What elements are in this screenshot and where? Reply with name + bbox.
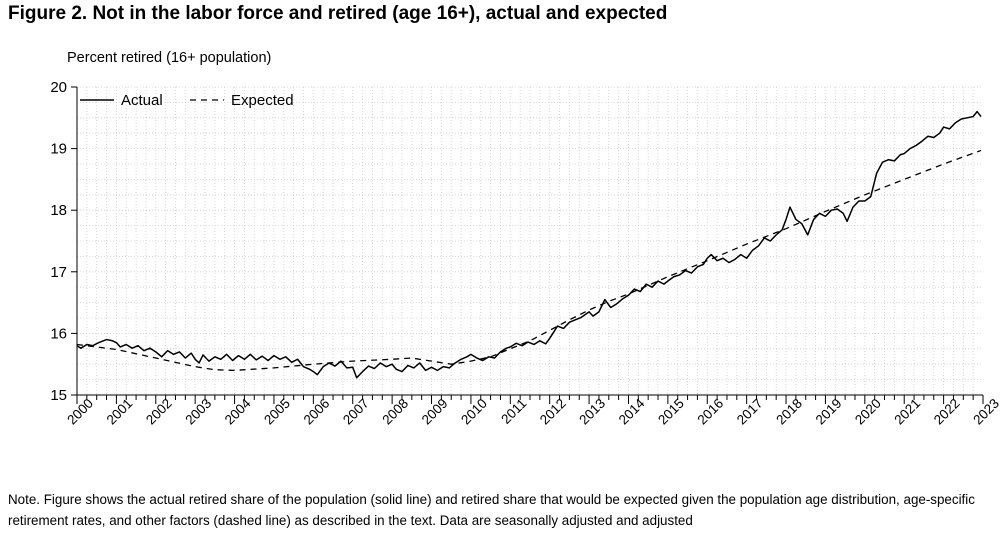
line-chart: 15 16 17 18 19 20 2000 2001 2002 2003 2004 2005 2006… [50,79,1002,428]
legend-label-expected: Expected [231,92,294,109]
x-tick-label: 2004 [222,395,254,427]
y-axis-title: Percent retired (16+ population) [67,50,272,66]
x-tick-label: 2014 [616,395,648,427]
x-tick-label: 2016 [694,396,726,428]
x-tick-label: 2001 [104,396,136,428]
legend-label-actual: Actual [121,92,163,109]
series-line-expected [76,149,982,372]
axes: 15 16 17 18 19 20 2000 2001 2002 2003 2004 2005 2006… [50,79,1002,428]
figure-note: Note. Figure shows the actual retired sh… [8,492,975,528]
x-tick-label: 2015 [655,396,687,428]
x-tick-label: 2008 [379,396,411,428]
x-tick-label: 2012 [537,396,569,428]
x-tick-label: 2002 [143,396,175,428]
x-tick-label: 2019 [813,396,845,428]
x-tick-label: 2003 [182,396,214,428]
series-line-actual [76,110,982,379]
y-tick-label: 20 [50,79,67,96]
legend: Actual Expected [80,92,294,109]
grid-lines [77,86,983,395]
x-tick-label: 2013 [576,396,608,428]
x-tick-label: 2005 [261,396,293,428]
y-tick-label: 19 [50,141,67,158]
y-tick-label: 18 [50,202,67,219]
y-tick-label: 17 [50,264,67,281]
figure-title: Figure 2. Not in the labor force and ret… [8,3,668,24]
x-tick-label: 2009 [419,396,451,428]
x-tick-label: 2023 [970,396,1002,428]
y-tick-label: 16 [50,325,67,342]
x-tick-label: 2007 [340,396,372,428]
x-tick-label: 2022 [931,396,963,428]
series-lines [76,110,982,379]
x-tick-label: 2020 [852,396,884,428]
x-tick-label: 2010 [458,396,490,428]
x-tick-label: 2011 [498,396,529,427]
x-tick-label: 2017 [734,396,766,428]
x-tick-label: 2006 [301,396,333,428]
y-tick-label: 15 [50,387,67,404]
x-tick-label: 2018 [773,396,805,428]
x-tick-label: 2021 [891,396,923,428]
x-tick-label: 2000 [64,396,96,428]
